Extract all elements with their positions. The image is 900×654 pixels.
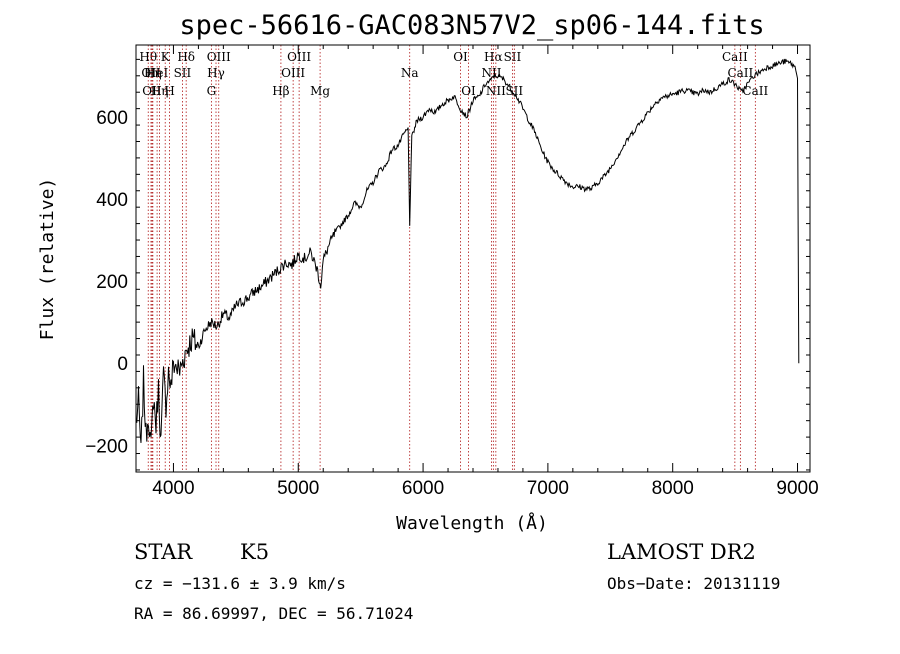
line-marker-label-27: CaII: [742, 84, 768, 98]
x-tick-label: 5000: [277, 478, 319, 499]
y-tick-label: −200: [85, 436, 128, 457]
line-marker-label-19: OI: [461, 84, 476, 98]
y-tick-label: 400: [96, 190, 128, 211]
x-tick-label: 9000: [776, 478, 818, 499]
line-marker-label-25: CaII: [722, 50, 748, 64]
object-class: STAR: [134, 540, 193, 564]
y-tick-label: 0: [117, 354, 128, 375]
line-marker-label-17: Na: [401, 66, 419, 80]
axis-ticks: 4000 5000 6000 7000 8000 9000 −200 0 200 400 600: [85, 45, 819, 499]
y-tick-label: 600: [96, 108, 128, 129]
line-marker-label-23: SII: [504, 50, 522, 64]
line-marker-label-22: NII: [486, 84, 506, 98]
x-tick-label: 4000: [152, 478, 194, 499]
spectrum-series-0: [135, 58, 800, 443]
line-marker-label-21: Hα: [484, 50, 503, 64]
redshift-velocity: cz = −131.6 ± 3.9 km/s: [134, 574, 346, 593]
observation-date: Obs−Date: 20131119: [607, 574, 780, 593]
line-marker-label-26: CaII: [727, 66, 753, 80]
y-tick-label: 200: [96, 272, 128, 293]
chart-title: spec-56616-GAC083N57V2_sp06-144.fits: [179, 10, 764, 41]
x-tick-label: 8000: [652, 478, 694, 499]
line-marker-label-7: H: [164, 84, 174, 98]
line-markers: HθOIIOIIHηHeIHηKHSIIHδGHγOIIIHβOIIIOIIIM…: [139, 45, 768, 472]
line-marker-label-16: Mg: [310, 84, 330, 98]
line-marker-label-8: SII: [174, 66, 192, 80]
line-marker-label-12: OIII: [207, 50, 231, 64]
line-marker-label-1: OII: [141, 66, 161, 80]
line-marker-label-4: HeI: [146, 66, 169, 80]
line-marker-label-10: G: [207, 84, 217, 98]
x-tick-label: 7000: [527, 478, 569, 499]
line-marker-label-6: K: [161, 50, 171, 64]
line-marker-label-5: Hη: [151, 84, 169, 98]
line-marker-label-15: OIII: [287, 50, 311, 64]
x-tick-label: 6000: [402, 478, 444, 499]
sky-coordinates: RA = 86.69997, DEC = 56.71024: [134, 604, 413, 623]
y-axis-label: Flux (relative): [37, 178, 58, 341]
x-axis-label: Wavelength (Å): [396, 512, 548, 534]
object-subclass: K5: [240, 540, 269, 564]
plot-frame: [135, 44, 811, 473]
line-marker-label-0: Hθ: [139, 50, 157, 64]
line-marker-label-14: OIII: [281, 66, 305, 80]
survey-name: LAMOST DR2: [607, 540, 756, 564]
line-marker-label-18: OI: [453, 50, 468, 64]
series-layer: [135, 58, 800, 443]
line-marker-label-9: Hδ: [177, 50, 195, 64]
line-marker-label-13: Hβ: [272, 84, 289, 98]
line-marker-label-11: Hγ: [207, 66, 225, 80]
